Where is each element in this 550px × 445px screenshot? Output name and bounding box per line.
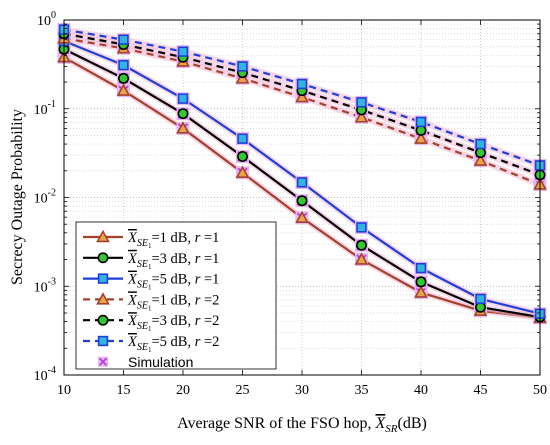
series-1-point-4 xyxy=(297,196,306,205)
y-axis-label: Secrecy Outage Probability xyxy=(9,109,26,285)
x-tick-label-35: 35 xyxy=(355,383,369,398)
y-tick-label: 10-4 xyxy=(34,365,56,384)
x-axis-label: Average SNR of the FSO hop, XSR(dB) xyxy=(177,415,427,435)
x-tick-label-20: 20 xyxy=(176,383,190,398)
series-2-point-3 xyxy=(238,134,247,143)
legend-simulation-marker xyxy=(98,357,108,367)
legend-marker-2 xyxy=(99,274,108,283)
series-5-point-6 xyxy=(417,118,426,127)
series-1-point-3 xyxy=(238,152,247,161)
x-tick-label-45: 45 xyxy=(474,383,488,398)
x-tick-label-30: 30 xyxy=(295,383,309,398)
series-2-point-2 xyxy=(179,94,188,103)
x-tick-labels: 10 15 20 25 30 35 40 45 50 xyxy=(57,383,547,398)
series-5-point-1 xyxy=(119,35,128,44)
legend-marker-5 xyxy=(99,337,108,346)
x-tick-label-40: 40 xyxy=(414,383,428,398)
x-axis-label-prefix: Average SNR of the FSO hop, xyxy=(177,415,375,432)
series-1-point-5 xyxy=(357,241,366,250)
series-2-point-5 xyxy=(357,223,366,232)
series-1-point-2 xyxy=(178,109,187,118)
series-2-point-6 xyxy=(417,264,426,273)
series-5-point-2 xyxy=(179,47,188,56)
x-tick-label-25: 25 xyxy=(236,383,250,398)
y-tick-label: 10-2 xyxy=(34,188,56,207)
x-tick-label-50: 50 xyxy=(533,383,547,398)
x-tick-label-10: 10 xyxy=(57,383,71,398)
y-tick-label: 100 xyxy=(37,10,56,29)
series-5-point-5 xyxy=(357,98,366,107)
series-1-point-6 xyxy=(416,277,425,286)
series-5-point-7 xyxy=(476,140,485,149)
y-tick-labels: 100 10-1 10-2 10-3 10-4 xyxy=(34,10,56,384)
series-2-point-1 xyxy=(119,61,128,70)
x-tick-label-15: 15 xyxy=(117,383,131,398)
y-tick-label: 10-3 xyxy=(34,276,56,295)
x-axis-label-suffix: (dB) xyxy=(398,415,427,432)
legend-marker-1 xyxy=(98,253,107,262)
legend-simulation-label: Simulation xyxy=(128,354,193,370)
legend-marker-4 xyxy=(98,316,107,325)
series-5-point-3 xyxy=(238,62,247,71)
series-4-point-7 xyxy=(476,148,485,157)
x-axis-label-subscript: SR xyxy=(385,423,398,435)
series-2-point-4 xyxy=(298,178,307,187)
series-2-point-7 xyxy=(476,295,485,304)
series-5-point-4 xyxy=(298,80,307,89)
y-tick-label: 10-1 xyxy=(34,99,56,118)
series-1-point-1 xyxy=(119,74,128,83)
